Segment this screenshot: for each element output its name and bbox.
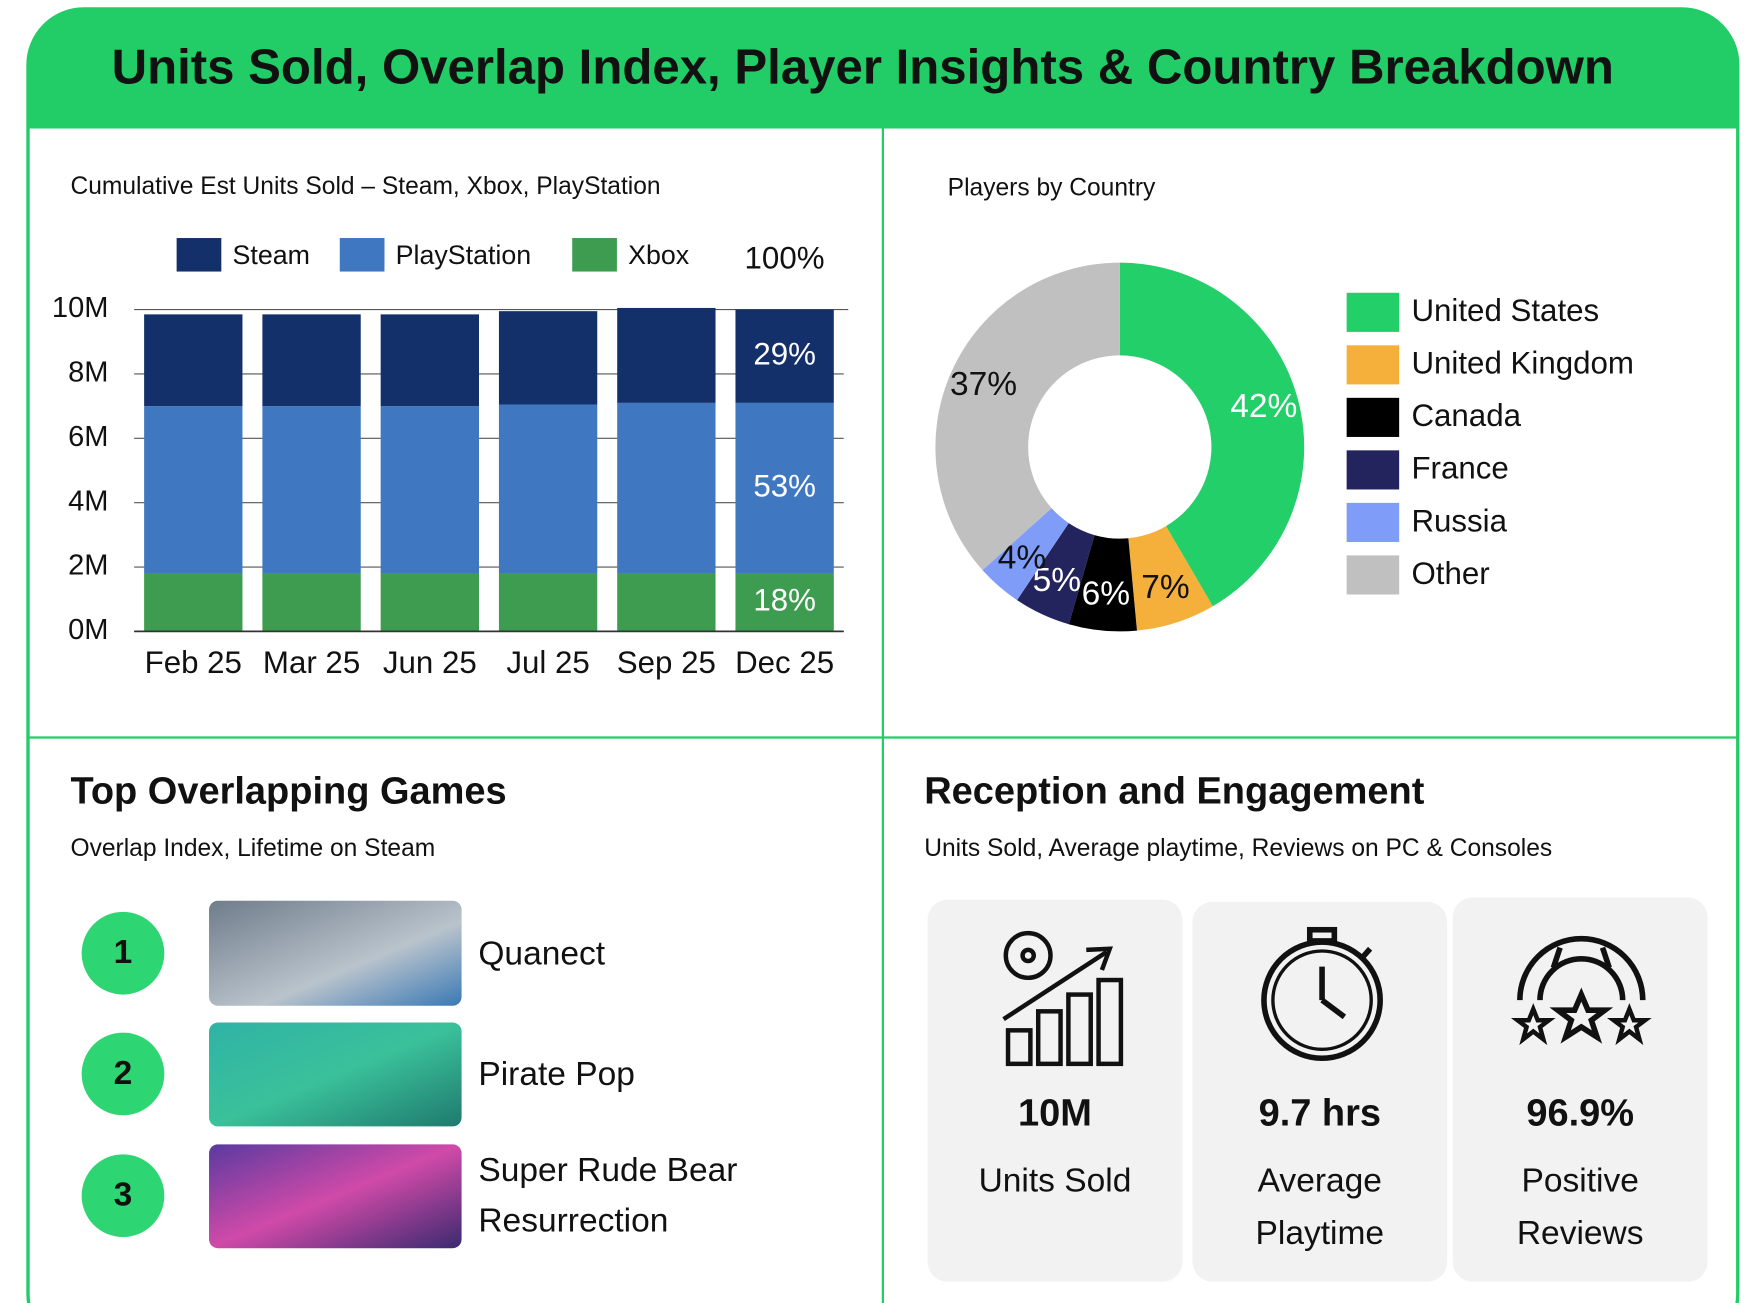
data-label: 29% — [753, 336, 816, 371]
x-tick-label: Feb 25 — [145, 645, 242, 680]
page: Units Sold, Overlap Index, Player Insigh… — [0, 0, 1749, 1303]
legend-swatch — [572, 238, 617, 272]
stat-label: Average Playtime — [1219, 1154, 1420, 1259]
bar-segment — [499, 573, 597, 631]
stat-label-box: Units Sold — [954, 1154, 1155, 1271]
x-tick-label: Jun 25 — [383, 645, 477, 680]
page-title: Units Sold, Overlap Index, Player Insigh… — [112, 39, 1614, 94]
y-tick-label: 0M — [68, 614, 108, 646]
bar-segment — [499, 311, 597, 404]
chart-title: Cumulative Est Units Sold – Steam, Xbox,… — [70, 173, 660, 200]
data-label: 42% — [1230, 388, 1297, 425]
legend-swatch — [1347, 555, 1400, 594]
legend-label: Russia — [1411, 503, 1507, 538]
section-subtitle: Units Sold, Average playtime, Reviews on… — [924, 835, 1552, 862]
game-name-box: Pirate Pop — [478, 1018, 847, 1130]
data-label: 7% — [1141, 569, 1189, 606]
bar-segment — [381, 573, 479, 631]
dashboard: Units Sold, Overlap Index, Player Insigh… — [0, 0, 1749, 1303]
game-name-box: Super Rude Bear Resurrection — [478, 1140, 847, 1252]
data-label: 18% — [753, 583, 816, 618]
game-thumbnail — [209, 1023, 462, 1127]
legend-swatch — [1347, 293, 1400, 332]
legend-swatch — [1347, 398, 1400, 437]
x-tick-label: Jul 25 — [506, 645, 589, 680]
bar-segment — [262, 406, 360, 573]
bar-segment — [499, 404, 597, 573]
rank-number: 2 — [114, 1055, 133, 1092]
y-tick-label: 4M — [68, 485, 108, 517]
data-label: 37% — [950, 366, 1017, 403]
legend-label: United Kingdom — [1411, 346, 1633, 381]
bar-segment — [144, 314, 242, 406]
y-tick-label: 2M — [68, 550, 108, 582]
bar-segment — [381, 406, 479, 573]
stat-label: Positive Reviews — [1480, 1154, 1681, 1259]
x-tick-label: Mar 25 — [263, 645, 360, 680]
legend-label: United States — [1411, 293, 1599, 328]
game-thumbnail — [209, 901, 462, 1006]
stat-value: 96.9% — [1526, 1092, 1634, 1134]
x-tick-label: Dec 25 — [735, 645, 834, 680]
legend-label: Xbox — [628, 240, 690, 270]
data-label: 6% — [1082, 575, 1130, 612]
game-name: Super Rude Bear Resurrection — [478, 1140, 847, 1252]
section-subtitle: Overlap Index, Lifetime on Steam — [70, 835, 435, 862]
bar-segment — [262, 314, 360, 406]
stat-label: Units Sold — [954, 1154, 1155, 1207]
legend-swatch — [1347, 450, 1400, 489]
data-label: 53% — [753, 468, 816, 503]
rank-number: 1 — [114, 934, 133, 971]
bar-segment — [144, 573, 242, 631]
bar-segment — [381, 314, 479, 406]
rank-number: 3 — [114, 1177, 133, 1214]
legend-label: France — [1411, 451, 1508, 486]
y2-tick-label: 100% — [745, 241, 825, 276]
legend-label: PlayStation — [396, 240, 532, 270]
stat-value: 10M — [1018, 1092, 1092, 1134]
y-tick-label: 8M — [68, 357, 108, 389]
legend-swatch — [1347, 345, 1400, 384]
legend-label: Canada — [1411, 398, 1521, 433]
chart-title: Players by Country — [948, 174, 1156, 201]
x-tick-label: Sep 25 — [617, 645, 716, 680]
legend-label: Steam — [232, 240, 309, 270]
stat-label-box: Average Playtime — [1219, 1154, 1420, 1271]
game-name-box: Quanect — [478, 897, 847, 1009]
y-tick-label: 6M — [68, 421, 108, 453]
section-title: Top Overlapping Games — [70, 770, 506, 812]
stat-label-box: Positive Reviews — [1480, 1154, 1681, 1271]
bar-segment — [617, 308, 715, 403]
legend-swatch — [177, 238, 222, 272]
section-title: Reception and Engagement — [924, 770, 1425, 812]
game-name: Pirate Pop — [478, 1018, 847, 1130]
bar-segment — [262, 573, 360, 631]
legend-swatch — [1347, 503, 1400, 542]
legend-label: Other — [1411, 556, 1489, 591]
game-name: Quanect — [478, 897, 847, 1009]
bar-segment — [144, 406, 242, 573]
stat-value: 9.7 hrs — [1259, 1092, 1381, 1134]
y-tick-label: 10M — [52, 292, 109, 324]
game-thumbnail — [209, 1144, 462, 1248]
bar-segment — [617, 573, 715, 631]
bar-segment — [617, 403, 715, 574]
legend-swatch — [340, 238, 385, 272]
